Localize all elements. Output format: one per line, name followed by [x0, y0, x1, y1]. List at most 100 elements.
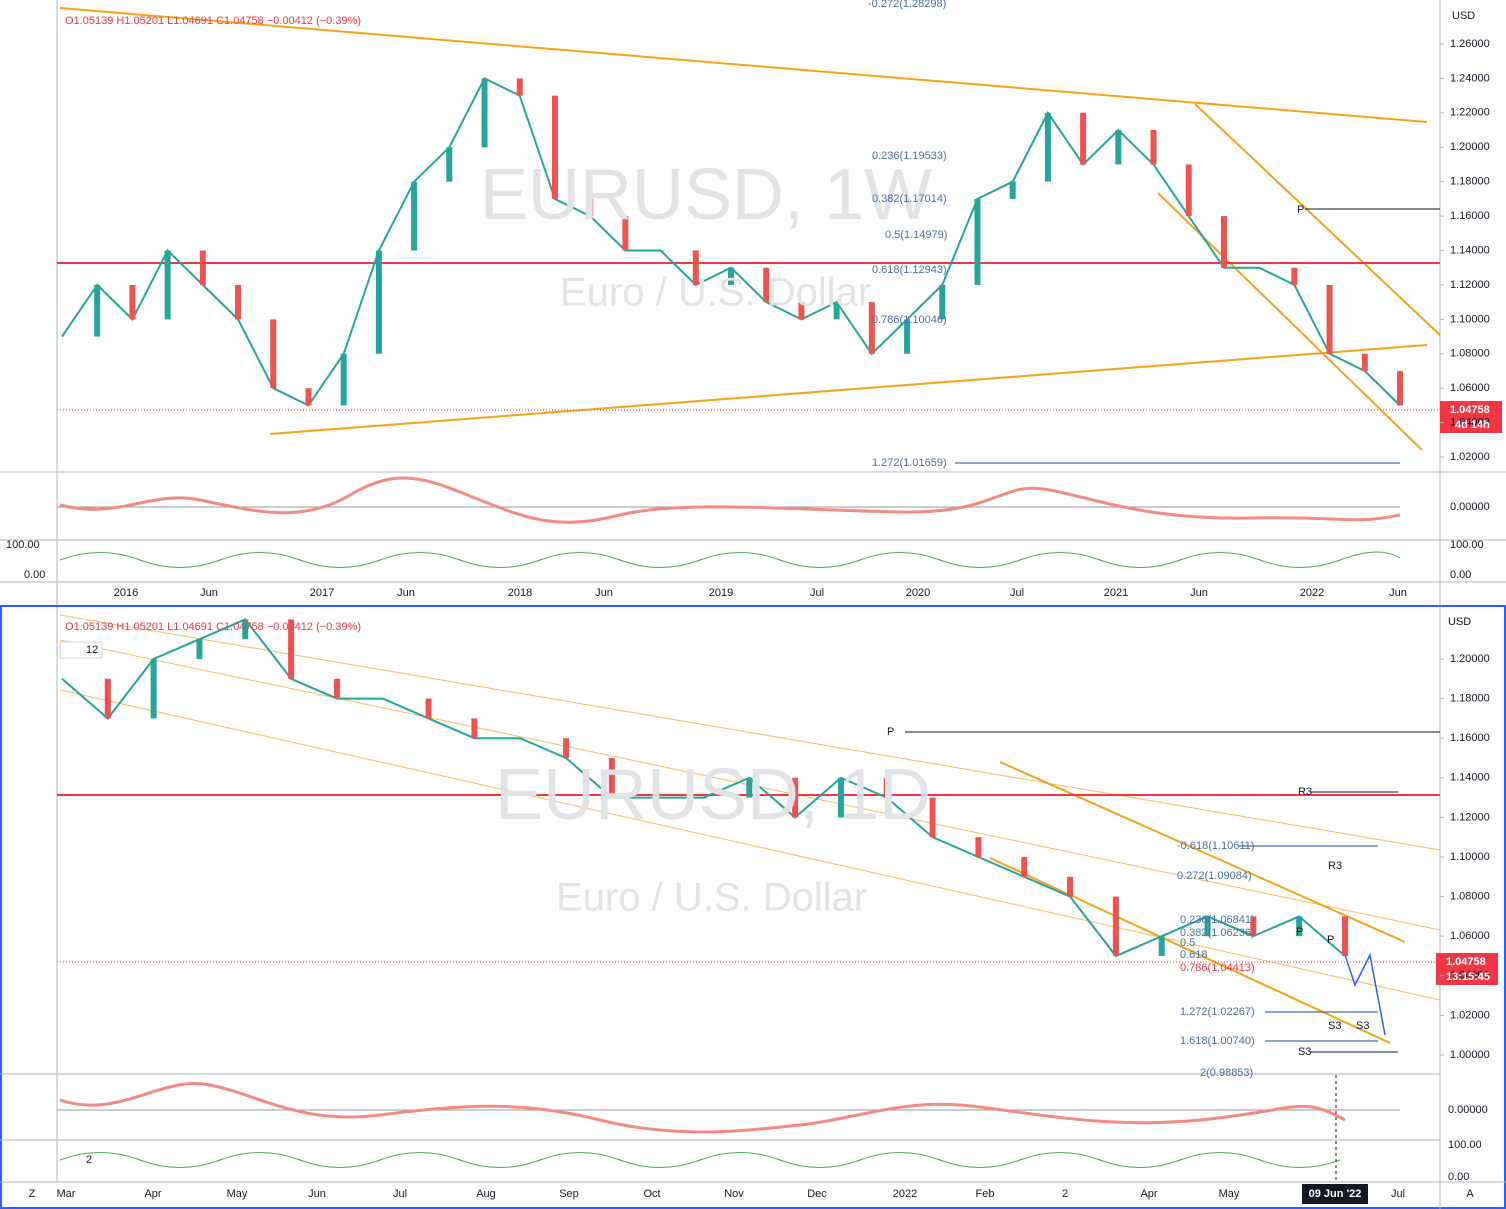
time-label: Jul: [393, 1188, 407, 1200]
candle: [929, 797, 936, 838]
fib-label: -0.272(1.28298): [868, 0, 946, 10]
pivot-label: P: [1297, 204, 1304, 216]
candle: [657, 250, 664, 252]
pivot-label: P: [1296, 926, 1303, 938]
fib-label: 0.382(1.06236): [1180, 927, 1255, 939]
candle: [798, 302, 805, 320]
time-label: 2019: [709, 587, 733, 599]
candle: [883, 777, 890, 798]
pivot-label: P: [887, 726, 894, 738]
price-tick-label: 1.16000: [1450, 732, 1490, 744]
osc-label: 0.00000: [1448, 1104, 1488, 1116]
candle: [104, 678, 111, 719]
time-label: Nov: [724, 1188, 744, 1200]
time-label: Oct: [643, 1188, 660, 1200]
candle: [551, 95, 558, 199]
price-tick-label: 1.18000: [1450, 176, 1490, 188]
fib-label: 1.618(1.00740): [1180, 1035, 1255, 1047]
candle: [270, 319, 277, 389]
candle: [700, 797, 707, 799]
candle: [654, 797, 661, 799]
price-tick-label: 1.14000: [1450, 772, 1490, 784]
price-tag-label: 1.04758: [1450, 404, 1490, 416]
candle: [622, 216, 629, 251]
candle: [833, 302, 840, 320]
candle: [868, 302, 875, 354]
candle: [587, 198, 594, 217]
time-label: Jul: [810, 587, 824, 599]
time-label: 2021: [1104, 587, 1128, 599]
pivot-label: S3: [1298, 1046, 1311, 1058]
price-tick-label: 1.22000: [1450, 107, 1490, 119]
candle: [746, 777, 753, 798]
candle: [1220, 216, 1227, 268]
corner-button[interactable]: Z: [29, 1188, 36, 1200]
fib-label: 0.5(1.14979): [885, 229, 947, 241]
fib-label: 0.236(1.06841): [1180, 914, 1255, 926]
price-tick-label: 1.24000: [1450, 72, 1490, 84]
fib-label: 1.272(1.02267): [1180, 1006, 1255, 1018]
fib-label: 0.236(1.19533): [872, 150, 947, 162]
interval-box[interactable]: [59, 641, 103, 659]
ohlc-header: O1.05139 H1.05201 L1.04691 C1.04758 −0.0…: [65, 621, 361, 633]
watermark-description: Euro / U.S. Dollar: [556, 876, 867, 920]
countdown: 4d 14h: [1455, 419, 1490, 431]
time-label: Mar: [57, 1188, 76, 1200]
candle: [1397, 370, 1403, 406]
crosshair-date: 09 Jun '22: [1309, 1188, 1362, 1200]
pivot-label: R3: [1298, 786, 1312, 798]
candle: [425, 698, 432, 719]
candle: [1150, 130, 1157, 165]
osc-label: 0.00: [24, 569, 45, 581]
time-label: 2022: [893, 1188, 917, 1200]
candle: [692, 250, 699, 285]
time-label: Aug: [476, 1188, 496, 1200]
fib-label: 0.382(1.17014): [872, 193, 947, 205]
candle: [1291, 267, 1298, 285]
candle: [305, 388, 312, 406]
candle: [792, 777, 799, 818]
candle: [235, 284, 242, 320]
time-label: Jul: [1010, 587, 1024, 599]
candle: [517, 738, 524, 740]
fib-label: -0.618(1.10611): [1177, 840, 1254, 852]
time-label: Apr: [144, 1188, 161, 1200]
candle: [1185, 164, 1192, 217]
oscillator-curve: [59, 476, 1401, 524]
osc-label: 0.00: [1448, 1171, 1469, 1183]
projection-arrow: [1344, 952, 1386, 1036]
time-label: 2016: [114, 587, 138, 599]
osc-label: 100.00: [1448, 1139, 1482, 1151]
interval[interactable]: 12: [86, 644, 98, 656]
candle: [242, 619, 249, 640]
price-line: [61, 77, 1401, 407]
osc-label: 100.00: [1450, 539, 1484, 551]
candle: [129, 284, 136, 320]
price-tick-label: 1.04000: [1450, 970, 1490, 982]
candle: [1326, 284, 1333, 354]
fib-label: 0.5: [1180, 937, 1195, 949]
candle: [411, 181, 418, 251]
candle: [196, 639, 203, 659]
candle: [1250, 916, 1257, 937]
candle: [1021, 857, 1028, 877]
price-tick-label: 1.06000: [1450, 930, 1490, 942]
time-label: Jun: [200, 587, 218, 599]
candle: [563, 738, 570, 758]
price-tick-label: 1.02000: [1450, 451, 1490, 463]
price-tick-label: 1.10000: [1450, 313, 1490, 325]
interval[interactable]: 2: [86, 1154, 92, 1166]
currency: USD: [1448, 616, 1471, 628]
candle: [199, 250, 206, 285]
time-label: Sep: [559, 1188, 579, 1200]
watermark-description: Euro / U.S. Dollar: [560, 271, 871, 315]
candle: [471, 718, 478, 739]
candle: [481, 78, 488, 148]
candle: [1112, 896, 1119, 956]
candle: [516, 78, 523, 96]
osc-label: 0.00: [1450, 569, 1471, 581]
corner-button[interactable]: A: [1466, 1188, 1474, 1200]
time-label: Jun: [1389, 587, 1407, 599]
candle: [333, 678, 340, 699]
